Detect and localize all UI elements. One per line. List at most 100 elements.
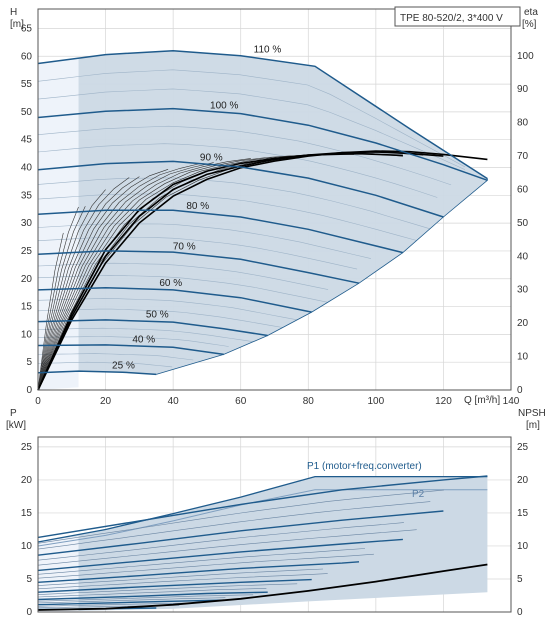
power-curve-thin — [37, 597, 226, 604]
speed-curve-label: 80 % — [186, 201, 209, 212]
efficiency-curve-thin — [37, 232, 64, 391]
npsh-tick-label: 20 — [517, 475, 529, 486]
efficiency-curve — [37, 152, 403, 391]
top-speed-curves — [37, 49, 488, 376]
power-curve-thin — [37, 568, 324, 586]
y-right-tick-label: 0 — [517, 385, 523, 396]
y-left-tick-label: 55 — [21, 79, 33, 90]
speed-curve-label: 90 % — [200, 153, 223, 164]
top-axes: 0 5 10 15 20 25 30 35 40 45 50 55 60 65 0 10 20 30 40 50 60 7… — [21, 8, 534, 407]
efficiency-curve-thin — [37, 163, 201, 391]
x-axis-label: Q [m³/h] — [464, 395, 500, 406]
y-left-tick-label: 5 — [26, 357, 32, 368]
intermediate-speed-curve — [37, 125, 452, 186]
y-left-tick-label: 65 — [21, 23, 33, 34]
intermediate-speed-curve — [37, 223, 371, 259]
p-tick-label: 25 — [21, 442, 33, 453]
efficiency-curve-thin — [37, 162, 214, 391]
x-tick-label: 120 — [435, 396, 452, 407]
npsh-axis-unit: [m] — [526, 420, 540, 431]
y-left-tick-label: 10 — [21, 329, 33, 340]
intermediate-speed-curve — [37, 177, 431, 230]
y-right-unit: [%] — [522, 19, 537, 30]
intermediate-speed-curve — [37, 88, 466, 170]
efficiency-curve-thin — [37, 176, 140, 391]
p-axis-name: P — [10, 408, 17, 419]
p1-envelope — [37, 475, 488, 543]
speed-curve — [37, 250, 360, 284]
speed-curve-label: 100 % — [210, 100, 238, 111]
y-left-tick-label: 40 — [21, 163, 33, 174]
npsh-tick-label: 10 — [517, 541, 529, 552]
y-right-tick-label: 60 — [517, 184, 529, 195]
efficiency-curve-thin — [37, 155, 292, 391]
x-tick-label: 40 — [168, 396, 180, 407]
y-right-name: eta — [524, 7, 538, 18]
speed-curve — [37, 370, 157, 376]
npsh-axis-name: NPSH — [518, 408, 546, 419]
x-tick-label: 0 — [35, 396, 41, 407]
intermediate-speed-curve — [37, 327, 254, 342]
x-tick-label: 80 — [303, 396, 315, 407]
power-curve — [37, 475, 488, 539]
p-tick-label: 15 — [21, 508, 33, 519]
y-left-tick-label: 35 — [21, 190, 33, 201]
p-tick-label: 10 — [21, 541, 33, 552]
power-curve-thin — [37, 594, 254, 602]
speed-curve — [37, 49, 488, 180]
y-right-tick-label: 40 — [517, 251, 529, 262]
p-axis-unit: [kW] — [6, 420, 26, 431]
power-curve-thin — [37, 489, 444, 544]
power-curve — [37, 578, 312, 593]
efficiency-curve — [37, 151, 444, 391]
top-labels: 110 % 100 % 90 % 80 % 70 % 60 % 50 % 40 % 25 % — [112, 45, 281, 372]
efficiency-curve-thin — [37, 189, 106, 391]
power-curve-thin — [37, 522, 404, 561]
p-tick-label: 5 — [26, 574, 32, 585]
y-left-tick-label: 20 — [21, 274, 33, 285]
y-right-tick-label: 50 — [517, 218, 529, 229]
npsh-tick-label: 5 — [517, 574, 523, 585]
power-area — [38, 476, 488, 612]
y-right-tick-label: 90 — [517, 84, 529, 95]
efficiency-curve-thin — [37, 177, 130, 391]
efficiency-curve-thin — [37, 154, 309, 391]
power-curve — [37, 599, 224, 606]
chart-title: TPE 80-520/2, 3*400 V — [400, 13, 503, 24]
y-left-tick-label: 50 — [21, 107, 33, 118]
x-tick-label: 100 — [368, 396, 385, 407]
efficiency-curve-thin — [37, 169, 169, 391]
x-tick-label: 20 — [100, 396, 112, 407]
y-right-tick-label: 70 — [517, 151, 529, 162]
speed-curve — [37, 107, 488, 182]
intermediate-speed-curve — [37, 237, 358, 270]
power-curve-thin — [37, 573, 328, 590]
max-flow-edge — [156, 178, 488, 375]
y-right-tick-label: 20 — [517, 318, 529, 329]
power-curve-thin — [37, 602, 202, 607]
speed-curve-label: 25 % — [112, 360, 135, 371]
plot-frame-bottom — [37, 436, 512, 613]
p1-annotation: P1 (motor+freq.converter) — [307, 461, 422, 472]
plot-frame-top — [37, 8, 512, 391]
y-left-tick-label: 25 — [21, 246, 33, 257]
min-flow-zone — [38, 58, 79, 390]
bottom-power-curves — [37, 475, 488, 611]
efficiency-curve-thin — [37, 158, 251, 391]
p2-annotation: P2 — [412, 489, 425, 500]
bottom-axes: 0 5 10 15 20 25 0 5 10 15 20 25 — [21, 436, 529, 618]
speed-curve — [37, 344, 224, 356]
x-tick-label: 140 — [503, 396, 520, 407]
speed-curve-label: 50 % — [146, 310, 169, 321]
power-curve — [37, 510, 444, 556]
power-curve-thin — [37, 529, 417, 566]
y-left-tick-label: 15 — [21, 302, 33, 313]
intermediate-speed-curve — [37, 274, 328, 303]
power-curve-thin — [37, 501, 431, 550]
power-curve-thin — [37, 548, 366, 575]
speed-curve-label: 110 % — [254, 45, 282, 56]
speed-curve-label: 60 % — [159, 278, 182, 289]
intermediate-speed-curve — [37, 361, 173, 368]
power-curve — [37, 591, 268, 601]
